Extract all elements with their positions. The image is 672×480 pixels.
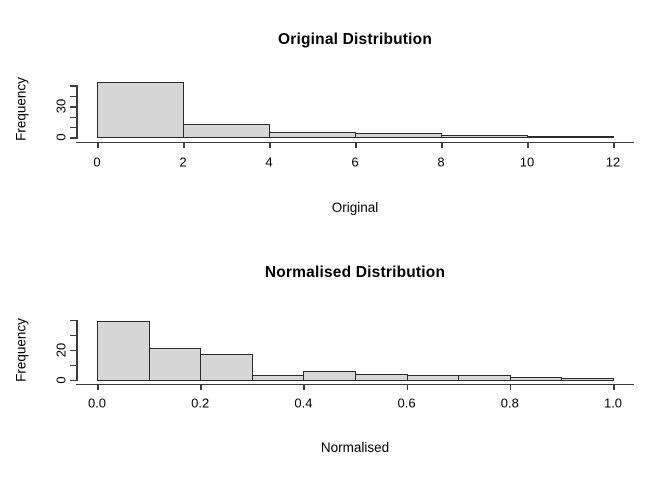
chart-title-normalised: Normalised Distribution	[264, 264, 446, 281]
y-tick-mark	[70, 319, 76, 322]
y-tick-mark	[70, 106, 76, 108]
x-tick-mark	[613, 141, 615, 148]
histogram-bar	[148, 348, 202, 381]
x-tick-mark	[97, 383, 99, 390]
y-tick-mark	[70, 95, 76, 98]
y-axis-line	[76, 85, 78, 139]
histogram-bar	[183, 123, 270, 139]
x-tick-label: 0.0	[87, 395, 107, 411]
x-tick-mark	[406, 383, 409, 390]
y-tick-mark	[70, 379, 76, 382]
x-tick-label: 8	[437, 154, 445, 169]
y-tick-label: 0	[53, 376, 69, 384]
x-axis-title-normalised: Normalised	[320, 440, 390, 455]
x-tick-label: 0.8	[500, 395, 519, 411]
histogram-bar	[251, 375, 305, 381]
x-tick-label: 0.2	[191, 395, 210, 411]
histogram-bar	[561, 378, 614, 381]
y-tick-mark	[70, 364, 76, 367]
x-tick-mark	[183, 141, 185, 148]
y-tick-mark	[70, 116, 76, 118]
x-tick-mark	[97, 141, 99, 148]
y-tick-mark	[70, 126, 76, 129]
x-tick-mark	[509, 383, 512, 390]
x-tick-mark	[269, 141, 271, 148]
histogram-bar	[509, 376, 563, 381]
histogram-bar	[527, 136, 614, 139]
y-axis-line	[76, 319, 78, 382]
x-tick-mark	[355, 141, 357, 148]
x-tick-label: 0.6	[397, 395, 416, 411]
histogram-bar	[355, 133, 442, 139]
x-tick-label: 4	[265, 154, 273, 169]
histogram-bar	[441, 135, 528, 139]
y-tick-label: 20	[53, 342, 69, 358]
x-tick-mark	[441, 141, 443, 148]
y-axis-title-original: Frequency	[13, 77, 29, 141]
x-tick-label: 1.0	[603, 395, 623, 411]
histogram-bar	[269, 132, 356, 139]
x-tick-label: 6	[351, 154, 359, 169]
histogram-bar	[97, 82, 184, 139]
y-tick-mark	[70, 137, 76, 139]
y-tick-mark	[70, 85, 76, 87]
histogram-bar	[200, 354, 253, 381]
x-tick-mark	[200, 383, 202, 390]
histogram-bar	[355, 373, 408, 381]
x-tick-label: 10	[519, 154, 535, 169]
x-tick-label: 12	[605, 154, 621, 169]
x-axis-line	[76, 383, 634, 385]
x-tick-label: 0.4	[294, 395, 313, 411]
x-tick-label: 2	[179, 154, 187, 169]
x-tick-mark	[303, 383, 305, 390]
y-axis-title-normalised: Frequency	[13, 318, 29, 382]
histogram-bar	[303, 370, 356, 381]
histogram-bar	[406, 375, 460, 381]
x-tick-label: 0	[93, 154, 101, 169]
x-axis-title-original: Original	[331, 200, 379, 215]
y-tick-mark	[70, 349, 76, 352]
x-tick-mark	[613, 383, 615, 390]
chart-title-original: Original Distribution	[277, 31, 433, 48]
y-tick-mark	[70, 334, 76, 337]
x-tick-mark	[527, 141, 529, 148]
histogram-bar	[97, 321, 150, 381]
histogram-bar	[458, 375, 511, 381]
y-tick-label: 30	[53, 98, 69, 114]
y-tick-label: 0	[53, 133, 69, 141]
